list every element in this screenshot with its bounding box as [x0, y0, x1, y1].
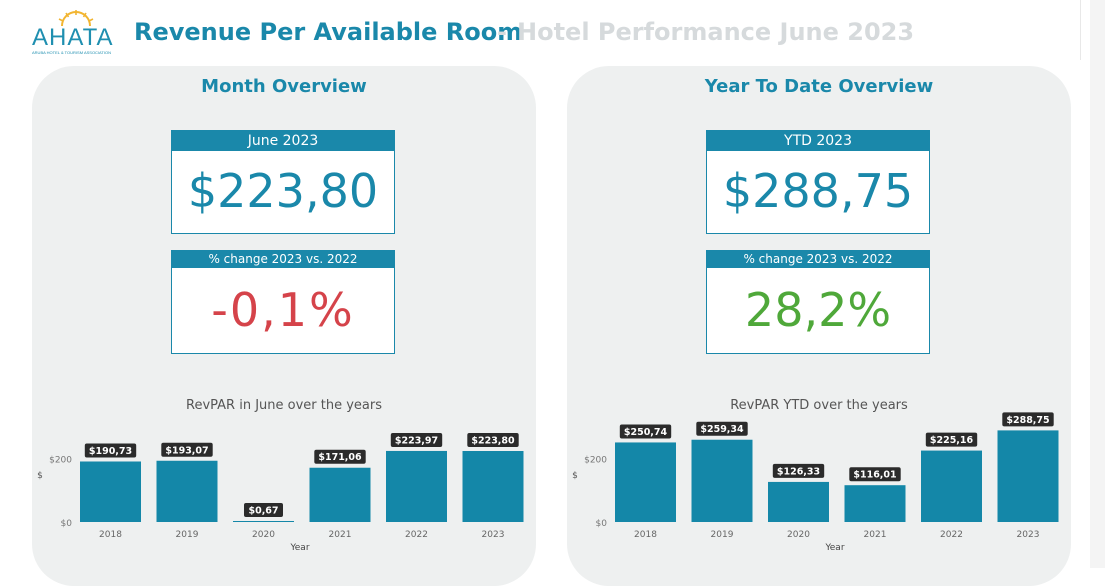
bar — [80, 461, 141, 522]
x-axis-label: Year — [824, 543, 844, 553]
x-tick-label: 2023 — [482, 530, 505, 540]
month-change-label: % change 2023 vs. 2022 — [172, 251, 394, 268]
x-axis-label: Year — [289, 543, 309, 553]
y-axis-label: $ — [37, 471, 43, 481]
sun-icon — [58, 10, 94, 27]
data-label: $116,01 — [853, 470, 896, 481]
ytd-change-value: 28,2% — [744, 283, 892, 337]
x-tick-label: 2020 — [252, 530, 275, 540]
bar — [386, 450, 447, 522]
data-label: $126,33 — [777, 466, 820, 477]
page-subtitle: Hotel Performance June 2023 — [517, 18, 915, 46]
page-title: Revenue Per Available Room — [134, 18, 523, 46]
month-overview-title: Month Overview — [201, 76, 367, 97]
month-change-value: -0,1% — [211, 283, 355, 337]
month-revpar-card: June 2023 $223,80 — [171, 130, 395, 234]
bar — [997, 430, 1059, 522]
y-tick-label: $0 — [61, 519, 73, 529]
ahata-logo: AHATA ARUBA HOTEL & TOURISM ASSOCIATION — [32, 10, 126, 55]
x-tick-label: 2021 — [864, 530, 887, 540]
ytd-overview-title: Year To Date Overview — [704, 76, 934, 97]
bar — [691, 439, 753, 522]
x-tick-label: 2018 — [634, 530, 657, 540]
ytd-revpar-value: $288,75 — [722, 164, 914, 218]
x-tick-label: 2019 — [711, 530, 734, 540]
data-label: $223,97 — [395, 435, 438, 446]
y-tick-label: $200 — [49, 456, 72, 466]
data-label-bg — [925, 432, 978, 447]
chart-title: RevPAR in June over the years — [186, 398, 382, 413]
logo-subtext: ARUBA HOTEL & TOURISM ASSOCIATION — [32, 50, 111, 55]
data-label-bg — [244, 503, 283, 517]
month-revpar-chart: RevPAR in June over the years $0 $200 $ $190… — [37, 398, 524, 553]
ytd-revpar-card: YTD 2023 $288,75 — [706, 130, 930, 234]
x-tick-label: 2023 — [1017, 530, 1040, 540]
logo-text: AHATA — [32, 24, 114, 51]
x-tick-label: 2019 — [176, 530, 199, 540]
data-label-bg — [1002, 412, 1054, 427]
data-label: $190,73 — [89, 446, 132, 457]
data-label: $288,75 — [1006, 415, 1049, 426]
header: AHATA ARUBA HOTEL & TOURISM ASSOCIATION … — [0, 0, 1105, 60]
bar — [156, 460, 218, 522]
ytd-change-label: % change 2023 vs. 2022 — [707, 251, 929, 268]
month-revpar-value: $223,80 — [187, 164, 379, 218]
bar — [844, 485, 906, 522]
data-label: $223,80 — [471, 436, 515, 447]
right-edge-strip — [1090, 0, 1105, 568]
ytd-change-card: % change 2023 vs. 2022 28,2% — [706, 250, 930, 354]
month-revpar-label: June 2023 — [172, 131, 394, 151]
data-label: $0,67 — [248, 506, 278, 517]
x-tick-label: 2018 — [99, 530, 122, 540]
data-label-bg — [84, 443, 137, 458]
bar — [615, 442, 676, 522]
ytd-revpar-label: YTD 2023 — [707, 131, 929, 151]
y-axis-label: $ — [572, 471, 578, 481]
data-label-bg — [849, 467, 901, 482]
y-tick-label: $0 — [596, 519, 608, 529]
y-tick-label: $200 — [584, 456, 607, 466]
data-label-bg — [467, 433, 519, 448]
ytd-overview-panel: Year To Date Overview YTD 2023 $288,75 %… — [567, 66, 1071, 586]
data-label: $259,34 — [700, 424, 744, 435]
data-label-bg — [619, 424, 672, 439]
x-tick-label: 2021 — [329, 530, 352, 540]
bar — [921, 450, 982, 522]
header-divider — [1080, 0, 1081, 60]
data-label-bg — [314, 449, 366, 464]
data-label-bg — [390, 432, 443, 447]
data-label-bg — [772, 463, 825, 478]
ytd-revpar-chart: RevPAR YTD over the years $0 $200 $ $250,74 2… — [572, 398, 1059, 553]
bar — [309, 467, 371, 522]
month-change-card: % change 2023 vs. 2022 -0,1% — [171, 250, 395, 354]
data-label: $225,16 — [930, 435, 974, 446]
data-label-bg — [161, 442, 213, 457]
bar — [233, 521, 294, 522]
x-tick-label: 2022 — [405, 530, 428, 540]
title-separator: - — [497, 18, 507, 46]
chart-title: RevPAR YTD over the years — [730, 398, 908, 413]
data-label: $193,07 — [165, 445, 208, 456]
x-tick-label: 2020 — [787, 530, 810, 540]
data-label: $171,06 — [318, 452, 362, 463]
month-overview-panel: Month Overview June 2023 $223,80 % chang… — [32, 66, 536, 586]
x-tick-label: 2022 — [940, 530, 963, 540]
bar — [462, 451, 524, 522]
data-label: $250,74 — [624, 427, 668, 438]
bar — [768, 481, 829, 522]
data-label-bg — [696, 421, 748, 436]
